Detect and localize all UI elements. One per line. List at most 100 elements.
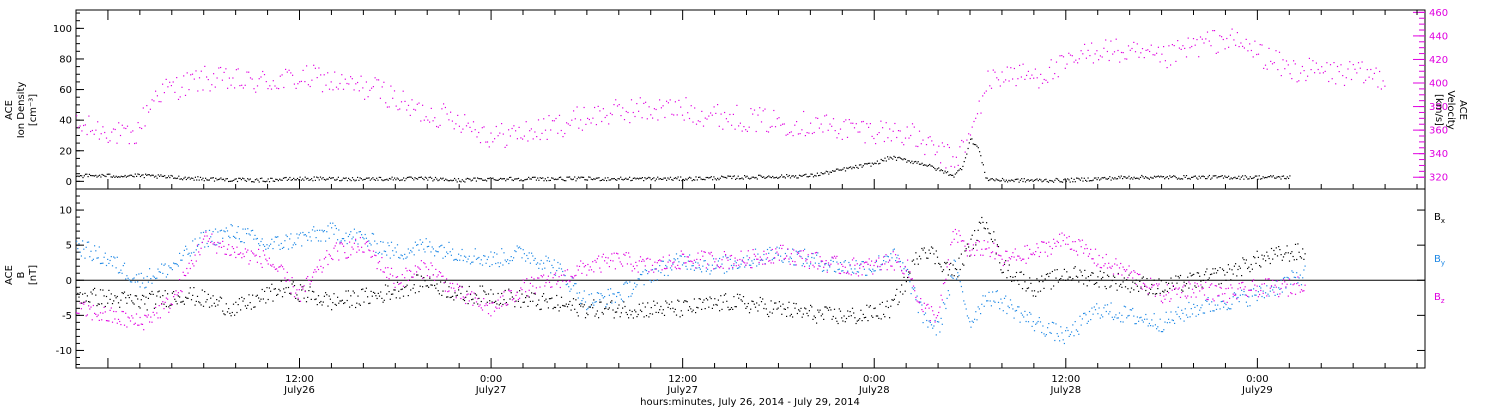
data-point bbox=[1182, 290, 1184, 292]
data-point bbox=[1166, 290, 1168, 292]
data-point bbox=[576, 106, 578, 108]
data-point bbox=[990, 87, 993, 89]
data-point bbox=[959, 234, 961, 237]
data-point bbox=[370, 256, 372, 258]
data-point bbox=[911, 260, 913, 262]
data-point bbox=[754, 306, 757, 308]
data-point bbox=[314, 179, 316, 181]
data-point bbox=[428, 286, 430, 288]
data-point bbox=[92, 289, 94, 291]
data-point bbox=[1112, 318, 1115, 321]
data-point bbox=[934, 321, 936, 323]
data-point bbox=[928, 320, 930, 322]
data-point bbox=[406, 109, 408, 111]
data-point bbox=[625, 110, 627, 113]
data-point bbox=[325, 179, 327, 181]
data-point bbox=[480, 178, 483, 180]
data-point bbox=[807, 315, 809, 317]
data-point bbox=[170, 267, 172, 269]
data-point bbox=[138, 306, 140, 308]
data-point bbox=[769, 246, 771, 249]
data-point bbox=[1248, 178, 1250, 180]
data-point bbox=[811, 306, 813, 308]
data-point bbox=[887, 261, 889, 263]
data-point bbox=[953, 259, 955, 261]
data-point bbox=[1214, 304, 1216, 306]
data-point bbox=[709, 253, 711, 255]
data-point bbox=[503, 178, 505, 180]
data-point bbox=[594, 106, 596, 109]
data-point bbox=[1142, 321, 1144, 323]
data-point bbox=[811, 173, 813, 175]
data-point bbox=[365, 287, 367, 289]
data-point bbox=[690, 105, 692, 107]
data-point bbox=[830, 309, 832, 311]
data-point bbox=[1158, 283, 1160, 285]
data-point bbox=[704, 117, 706, 119]
data-point bbox=[657, 270, 660, 272]
data-point bbox=[844, 170, 847, 172]
data-point bbox=[697, 262, 699, 264]
data-point bbox=[155, 303, 157, 305]
data-point bbox=[217, 304, 219, 306]
data-point bbox=[1165, 176, 1167, 179]
data-point bbox=[1177, 40, 1179, 42]
data-point bbox=[414, 109, 417, 111]
data-point bbox=[487, 177, 489, 180]
data-point bbox=[738, 267, 740, 269]
data-point bbox=[502, 178, 504, 180]
data-point bbox=[1198, 175, 1200, 177]
data-point bbox=[699, 121, 701, 123]
data-point bbox=[375, 295, 377, 297]
data-point bbox=[636, 103, 638, 105]
data-point bbox=[581, 300, 583, 302]
data-point bbox=[832, 257, 834, 259]
data-point bbox=[168, 175, 170, 177]
data-point bbox=[661, 260, 663, 262]
data-point bbox=[1298, 251, 1300, 253]
data-point bbox=[490, 251, 492, 253]
data-point bbox=[358, 90, 360, 92]
data-point bbox=[447, 296, 449, 298]
data-point bbox=[599, 180, 601, 182]
data-point bbox=[1085, 244, 1087, 246]
data-point bbox=[278, 288, 280, 290]
data-point bbox=[803, 110, 805, 113]
data-point bbox=[178, 175, 180, 177]
data-point bbox=[544, 300, 546, 302]
data-point bbox=[1253, 176, 1255, 179]
data-point bbox=[614, 268, 616, 270]
data-point bbox=[497, 262, 499, 264]
data-point bbox=[1048, 66, 1051, 68]
data-point bbox=[1176, 293, 1178, 295]
data-point bbox=[157, 268, 159, 270]
data-point bbox=[139, 175, 142, 178]
data-point bbox=[856, 271, 858, 273]
data-point bbox=[763, 253, 765, 256]
data-point bbox=[277, 180, 279, 182]
data-point bbox=[192, 177, 194, 179]
data-point bbox=[326, 250, 328, 252]
data-point bbox=[1000, 269, 1002, 271]
data-point bbox=[208, 179, 210, 181]
data-point bbox=[872, 268, 874, 270]
y-right-tick-label: 380 bbox=[1429, 102, 1448, 113]
data-point bbox=[983, 227, 985, 229]
data-point bbox=[276, 294, 278, 296]
data-point bbox=[1221, 300, 1224, 302]
data-point bbox=[139, 286, 141, 288]
data-point bbox=[987, 228, 989, 230]
data-point bbox=[1139, 273, 1141, 275]
data-point bbox=[287, 279, 290, 281]
data-point bbox=[357, 243, 359, 245]
data-point bbox=[1032, 252, 1034, 254]
data-point bbox=[176, 77, 178, 79]
data-point bbox=[1069, 54, 1072, 56]
data-point bbox=[1269, 290, 1271, 292]
data-point bbox=[149, 292, 151, 295]
data-point bbox=[843, 167, 845, 169]
data-point bbox=[942, 283, 945, 285]
data-point bbox=[968, 246, 970, 248]
data-point bbox=[945, 307, 947, 310]
data-point bbox=[782, 261, 784, 263]
